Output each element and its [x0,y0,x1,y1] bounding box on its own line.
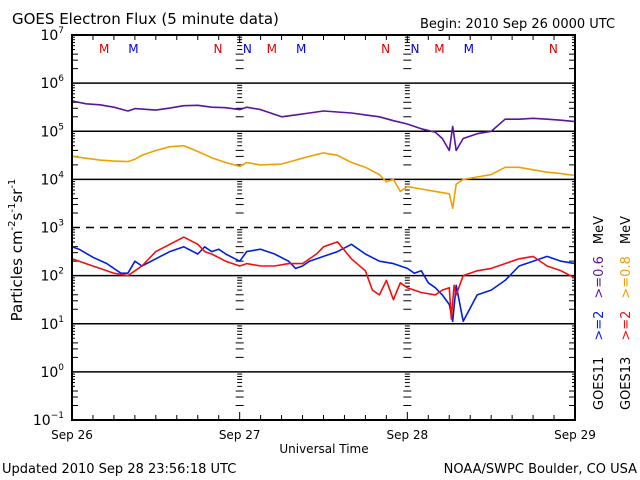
series-line [71,100,576,152]
ylabel-s: s [8,212,26,220]
gridlines [72,82,575,373]
y-tick-label: 104 [40,170,64,188]
legend-entry: GOES11 >=2 >=0.6 MeV [592,216,607,410]
y-tick-label: 106 [40,74,64,92]
plot-frame [71,34,576,421]
legend-text: >=2 [592,311,607,341]
legend-text: >=2 [619,311,634,341]
svg-text:Particles cm-2s-1sr-1: Particles cm-2s-1sr-1 [7,179,26,322]
axis-ticks [72,35,575,420]
legend-text: GOES11 [592,357,607,410]
x-tick-labels: Sep 26 Sep 27 Sep 28 Sep 29 [51,428,596,442]
chart-title: GOES Electron Flux (5 minute data) [12,10,279,28]
series-line [71,243,576,323]
mn-marker-label: N [214,42,223,56]
legend-text: MeV [592,216,607,244]
x-axis-label: Universal Time [279,442,368,456]
y-tick-label: 105 [40,122,64,140]
series-line [71,144,576,209]
mn-marker-label: M [464,42,474,56]
y-tick-label: 103 [40,219,64,237]
legend-text: GOES13 [619,357,634,410]
y-tick-label: 102 [40,267,64,285]
mn-marker-label: N [549,42,558,56]
ylabel-exp2: -1 [7,203,18,213]
legend-text: MeV [619,216,634,244]
y-axis-label: Particles cm-2s-1sr-1 [7,179,26,322]
x-tick-label: Sep 27 [219,428,261,442]
legend: GOES11 >=2 >=0.6 MeV GOES13 >=2 >=0.8 MeV [592,216,634,410]
x-tick-label: Sep 26 [51,428,93,442]
x-tick-label: Sep 29 [554,428,596,442]
mn-marker-label: M [128,42,138,56]
y-tick-label: 107 [40,26,64,44]
legend-column: GOES13 >=2 >=0.8 MeV [619,216,634,410]
updated-timestamp: Updated 2010 Sep 28 23:56:18 UTC [2,462,236,477]
ylabel-sr: sr [8,188,26,203]
y-tick-labels: 107 106 105 104 103 102 101 100 10−1 [33,26,64,429]
y-tick-label: 10−1 [33,411,64,429]
legend-text: >=0.8 [619,256,634,298]
legend-column: GOES11 >=2 >=0.6 MeV [592,216,607,410]
series-group [71,100,576,323]
y-tick-label: 100 [40,363,64,381]
x-tick-label: Sep 28 [386,428,428,442]
mn-marker-label: M [434,42,444,56]
mn-marker-label: N [381,42,390,56]
legend-text: >=0.6 [592,256,607,298]
credit-text: NOAA/SWPC Boulder, CO USA [444,462,637,477]
mn-marker-label: N [411,42,420,56]
y-tick-label: 101 [40,315,64,333]
ylabel-base: Particles cm [8,230,26,321]
mn-marker-label: N [243,42,252,56]
series-line [71,236,576,320]
ylabel-exp3: -1 [7,179,18,189]
mn-marker-label: M [267,42,277,56]
legend-entry: GOES13 >=2 >=0.8 MeV [619,216,634,410]
ylabel-exp1: -2 [7,220,18,230]
mn-marker-label: M [296,42,306,56]
begin-label: Begin: 2010 Sep 26 0000 UTC [420,17,615,32]
mn-marker-label: M [99,42,109,56]
